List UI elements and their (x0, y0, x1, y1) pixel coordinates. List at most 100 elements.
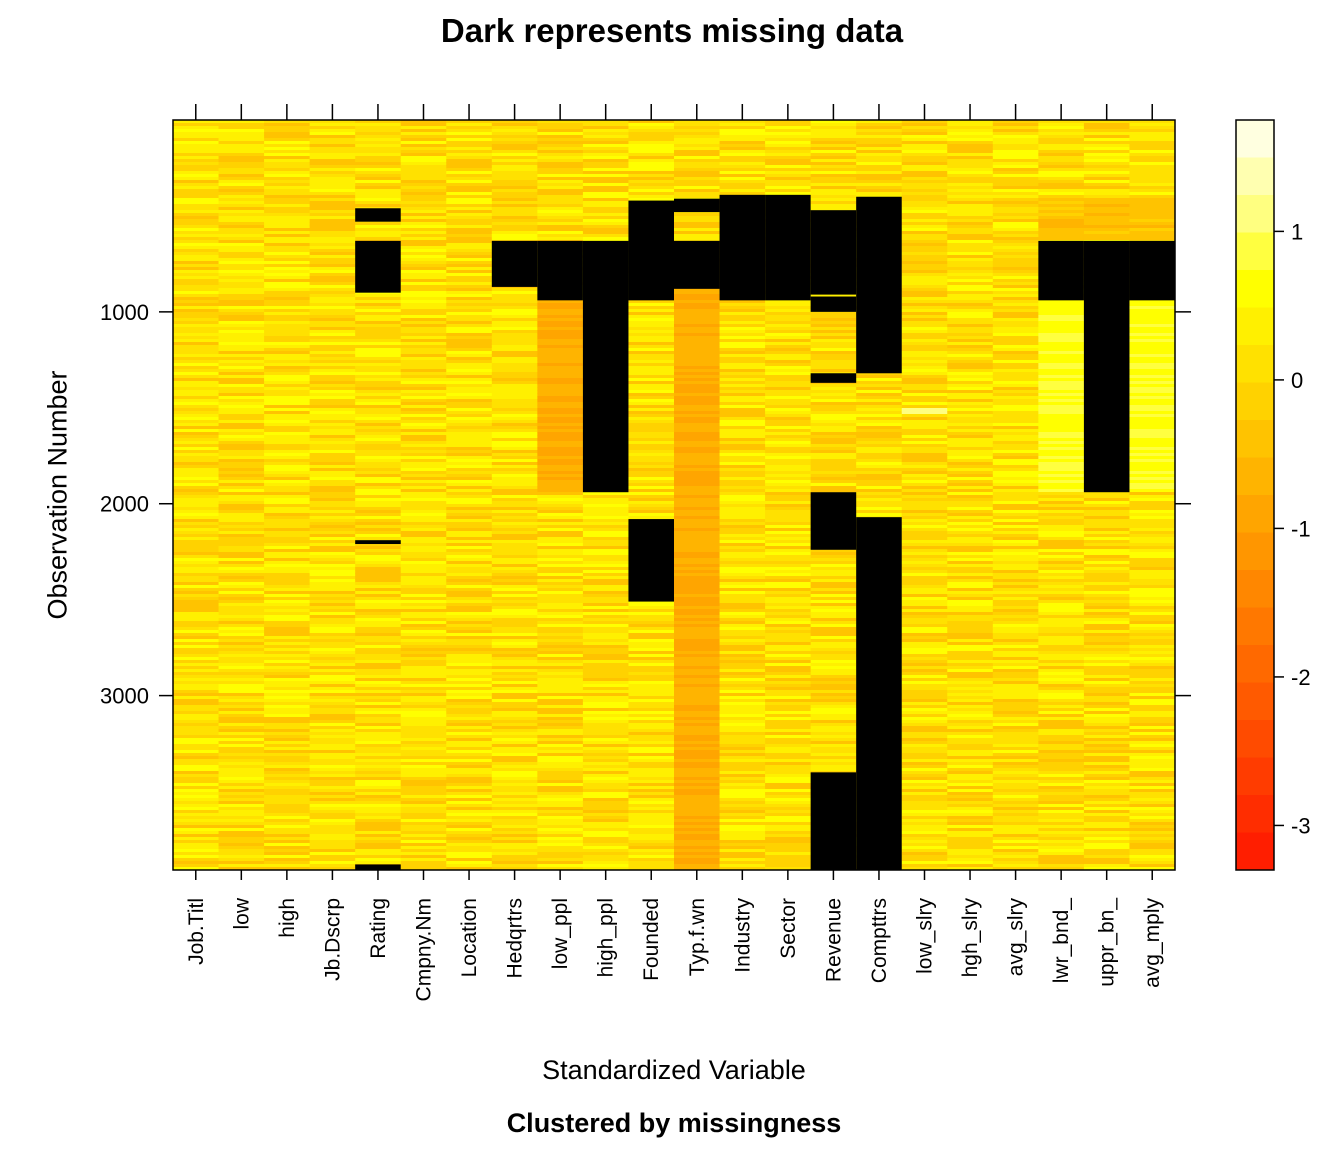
heat-cell (765, 573, 812, 577)
heat-cell (264, 216, 311, 220)
heat-cell (628, 732, 675, 736)
heat-cell (674, 384, 721, 388)
heat-cell (264, 624, 311, 628)
heat-cell (628, 645, 675, 649)
heat-cell (719, 192, 766, 196)
heat-cell (992, 285, 1039, 289)
heat-cell (537, 678, 584, 682)
heat-cell (992, 840, 1039, 844)
heat-cell (491, 705, 538, 709)
heat-cell (628, 513, 675, 517)
heat-cell (400, 381, 447, 385)
heat-cell (810, 129, 857, 133)
heat-cell (1038, 747, 1085, 751)
heat-cell (173, 150, 220, 154)
heat-cell (628, 606, 675, 610)
heat-cell (856, 390, 903, 394)
heat-cell (264, 765, 311, 769)
heat-cell (355, 396, 402, 400)
heat-cell (992, 609, 1039, 613)
heat-cell (765, 780, 812, 784)
heat-cell (765, 474, 812, 478)
heat-cell (173, 171, 220, 175)
heat-cell (400, 204, 447, 208)
heat-cell (400, 369, 447, 373)
heat-cell (628, 147, 675, 151)
heat-cell (309, 453, 356, 457)
heat-cell (218, 465, 265, 469)
heat-cell (628, 612, 675, 616)
heat-cell (901, 834, 948, 838)
heat-cell (810, 123, 857, 127)
heat-cell (901, 489, 948, 493)
heat-cell (173, 345, 220, 349)
heat-cell (1038, 816, 1085, 820)
heat-cell (264, 672, 311, 676)
heat-cell (173, 396, 220, 400)
heat-cell (719, 489, 766, 493)
heat-cell (947, 693, 994, 697)
heat-cell (400, 678, 447, 682)
heat-cell (628, 840, 675, 844)
heat-cell (491, 360, 538, 364)
heat-cell (992, 162, 1039, 166)
heat-cell (173, 438, 220, 442)
heat-cell (947, 816, 994, 820)
heat-cell (173, 792, 220, 796)
heat-cell (400, 855, 447, 859)
heat-cell (674, 465, 721, 469)
heat-cell (582, 777, 629, 781)
heat-cell (446, 723, 493, 727)
heat-cell (765, 525, 812, 529)
heat-cell (719, 795, 766, 799)
heat-cell (400, 342, 447, 346)
heat-cell (355, 780, 402, 784)
heat-cell (400, 780, 447, 784)
heat-cell (992, 330, 1039, 334)
heat-cell (491, 789, 538, 793)
heat-cell (446, 132, 493, 136)
heat-cell (400, 477, 447, 481)
heat-cell (309, 147, 356, 151)
heat-cell (173, 420, 220, 424)
heat-cell (264, 756, 311, 760)
heat-cell (992, 297, 1039, 301)
heat-cell (218, 759, 265, 763)
heat-cell (218, 453, 265, 457)
heat-cell (264, 792, 311, 796)
heat-cell (537, 699, 584, 703)
heat-cell (400, 618, 447, 622)
heat-cell (218, 645, 265, 649)
heat-cell (309, 858, 356, 862)
heat-cell (674, 816, 721, 820)
heat-cell (992, 735, 1039, 739)
heat-cell (355, 624, 402, 628)
heat-cell (537, 336, 584, 340)
heat-cell (719, 603, 766, 607)
heat-cell (765, 342, 812, 346)
heat-cell (218, 549, 265, 553)
heat-cell (765, 663, 812, 667)
heat-cell (173, 426, 220, 430)
heat-cell (537, 327, 584, 331)
heat-cell (947, 513, 994, 517)
heat-cell (719, 519, 766, 523)
heat-cell (537, 594, 584, 598)
heat-cell (765, 462, 812, 466)
heat-cell (491, 525, 538, 529)
heat-cell (491, 855, 538, 859)
heat-cell (810, 339, 857, 343)
heat-cell (218, 480, 265, 484)
heat-cell (1038, 561, 1085, 565)
heat-cell (400, 819, 447, 823)
heat-cell (491, 498, 538, 502)
heat-cell (537, 429, 584, 433)
heat-cell (309, 426, 356, 430)
heat-cell (400, 654, 447, 658)
heat-cell (992, 156, 1039, 160)
heat-cell (537, 303, 584, 307)
heat-cell (491, 834, 538, 838)
heat-cell (901, 306, 948, 310)
heat-cell (218, 303, 265, 307)
heat-cell (218, 768, 265, 772)
